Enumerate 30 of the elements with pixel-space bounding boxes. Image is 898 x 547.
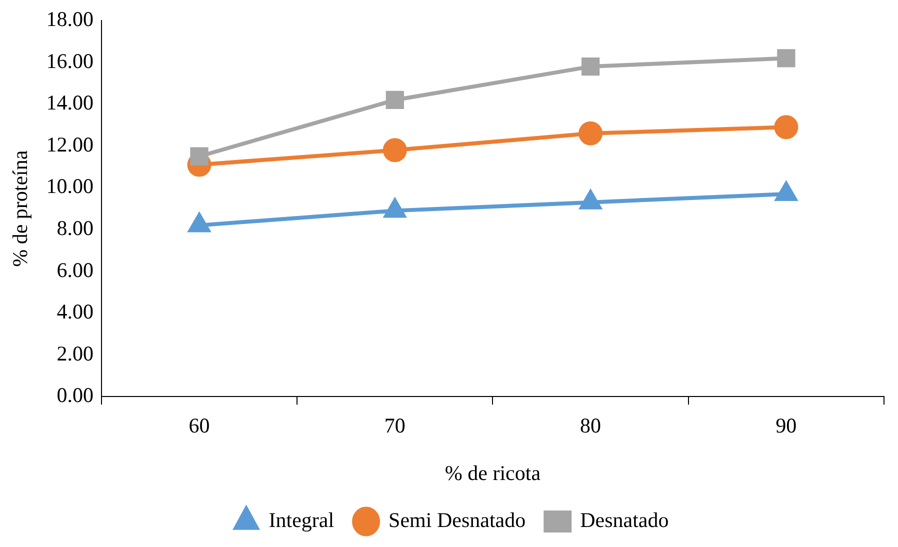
point	[190, 147, 208, 166]
y-tick-label: 14.00	[46, 90, 94, 115]
point	[386, 90, 404, 110]
point	[777, 49, 796, 68]
x-tick-label: 90	[776, 414, 797, 438]
y-tick-label: 4.00	[56, 300, 94, 324]
y-tick-label: 2.00	[56, 341, 94, 366]
point	[578, 121, 603, 146]
y-axis-title: % de proteína	[8, 150, 32, 267]
legend-label: Semi Desnatado	[388, 508, 526, 532]
y-tick-label: 8.00	[56, 216, 94, 240]
x-tick-label: 80	[580, 414, 602, 438]
point	[384, 198, 406, 218]
y-tick-label: 12.00	[46, 132, 94, 156]
y-tick-label: 0.00	[56, 383, 94, 408]
legend-label: Desnatado	[580, 508, 669, 532]
y-tick-label: 16.00	[46, 48, 94, 73]
point	[382, 138, 407, 162]
x-tick-label: 70	[384, 414, 406, 438]
legend-label: Integral	[268, 508, 334, 532]
y-tick-label: 6.00	[56, 258, 94, 282]
x-axis-title: % de ricota	[444, 460, 542, 485]
y-tick-label: 18.00	[46, 7, 94, 32]
point	[776, 182, 797, 201]
point	[774, 115, 798, 140]
point	[581, 57, 600, 76]
point	[188, 213, 210, 232]
x-tick-label: 60	[188, 414, 210, 438]
point	[580, 190, 602, 210]
y-tick-label: 10.00	[46, 174, 94, 198]
